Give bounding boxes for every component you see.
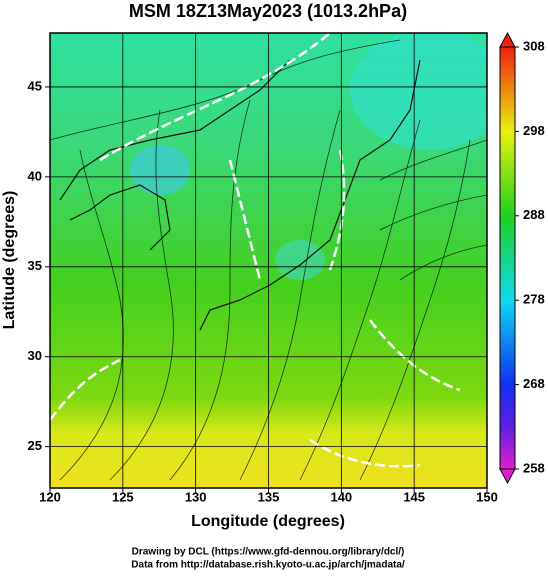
- x-tick-label: 135: [258, 489, 280, 504]
- credit: Drawing by DCL (https://www.gfd-dennou.o…: [132, 547, 405, 558]
- y-tick-label: 45: [28, 78, 42, 93]
- colorbar-tick-label: 268: [523, 376, 545, 391]
- colorbar-tick-label: 308: [523, 38, 545, 53]
- colorbar-extend-top: [499, 31, 516, 48]
- y-tick-label: 40: [28, 168, 42, 183]
- y-tick-label: 25: [28, 438, 42, 453]
- y-tick-label: 35: [28, 258, 42, 273]
- x-axis-label: Longitude (degrees): [191, 513, 345, 530]
- credit: Data from http://database.rish.kyoto-u.a…: [131, 560, 405, 571]
- x-tick-label: 120: [39, 489, 61, 504]
- colorbar: [499, 46, 516, 470]
- x-tick-label: 150: [476, 489, 498, 504]
- chart-title: MSM 18Z13May2023 (1013.2hPa): [129, 1, 407, 21]
- colorbar-tick-label: 258: [523, 460, 545, 475]
- x-tick-label: 125: [112, 489, 134, 504]
- colorbar-tick-label: 298: [523, 123, 545, 138]
- x-tick-label: 130: [185, 489, 207, 504]
- field: [50, 33, 487, 488]
- y-tick-label: 30: [28, 348, 42, 363]
- x-tick-label: 140: [330, 489, 352, 504]
- y-axis-label: Latitude (degrees): [1, 191, 18, 330]
- x-tick-label: 145: [403, 489, 425, 504]
- colorbar-tick-label: 278: [523, 292, 545, 307]
- colorbar-extend-bottom: [499, 468, 516, 485]
- colorbar-tick-label: 288: [523, 207, 545, 222]
- grid: [49, 33, 488, 488]
